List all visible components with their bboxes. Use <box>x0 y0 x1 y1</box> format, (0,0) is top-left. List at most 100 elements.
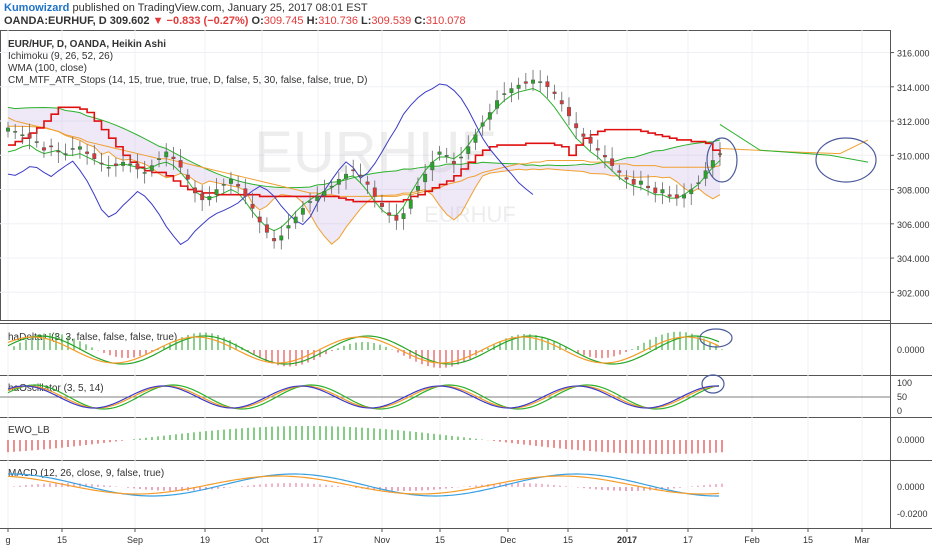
candle-body <box>696 182 701 184</box>
candle-body <box>49 145 54 148</box>
candle-body <box>451 161 456 165</box>
haoscillator-signal <box>7 385 720 409</box>
annotation-circle <box>699 328 733 348</box>
time-axis-label: g <box>5 535 10 545</box>
price-change: ▼ −0.833 (−0.27%) <box>152 15 249 27</box>
candle-body <box>495 100 500 109</box>
candle-body <box>574 123 579 129</box>
candle-body <box>63 153 68 155</box>
author-link[interactable]: Kumowizard <box>4 2 70 14</box>
candle-body <box>480 122 485 127</box>
candle-body <box>423 173 428 183</box>
candle-body <box>387 212 392 216</box>
candle-body <box>415 185 420 191</box>
legend-macd[interactable]: MACD (12, 26, close, 9, false, true) <box>8 468 164 479</box>
candle-body <box>408 199 413 209</box>
annotation-circle <box>706 137 738 183</box>
candle-body <box>293 216 298 224</box>
close-label: C: <box>414 15 426 27</box>
time-axis-label: Feb <box>744 535 760 545</box>
publish-line: Kumowizard published on TradingView.com,… <box>4 2 368 14</box>
candle-body <box>444 155 449 157</box>
high-label: H: <box>306 15 319 27</box>
candle-body <box>631 179 636 185</box>
candle-body <box>214 189 219 195</box>
legend-atr-stops[interactable]: CM_MTF_ATR_Stops (14, 15, true, true, tr… <box>8 75 367 86</box>
candle-body <box>380 203 384 207</box>
candle-body <box>56 150 61 153</box>
candle-body <box>121 161 126 166</box>
time-axis-label: 15 <box>57 535 67 545</box>
watermark-symbol: EURHUF <box>254 120 496 185</box>
annotation-circle <box>701 374 725 394</box>
legend-haoscillator[interactable]: haOscillator (3, 5, 14) <box>8 383 104 394</box>
candle-body <box>20 134 25 137</box>
time-axis-label: Nov <box>374 535 391 545</box>
candle-body <box>638 180 643 185</box>
candle-body <box>710 160 715 168</box>
candle-body <box>531 79 535 84</box>
price-axis-label: 0 <box>897 406 902 416</box>
candle-body <box>660 189 665 194</box>
wma-line <box>7 117 721 197</box>
time-axis-label: Mar <box>854 535 870 545</box>
price-axis[interactable]: 302.000 304.000 306.000 308.000 310.000 312.0… <box>890 49 930 519</box>
candle-body <box>250 203 255 209</box>
candle-body <box>322 191 327 196</box>
legend-wma[interactable]: WMA (100, close) <box>8 63 87 74</box>
candle-body <box>473 134 478 143</box>
period: D <box>98 15 107 27</box>
candle-body <box>228 179 233 184</box>
candle-body <box>92 153 97 159</box>
price-axis-label: 302.000 <box>897 288 930 298</box>
candle-body <box>6 127 10 132</box>
candle-body <box>509 88 514 94</box>
candle-body <box>358 174 363 177</box>
time-axis-label: Dec <box>500 535 517 545</box>
time-axis-label: 17 <box>683 535 693 545</box>
candle-body <box>142 172 147 174</box>
candle-body <box>674 194 679 199</box>
time-axis-label: 19 <box>200 535 210 545</box>
time-axis-label: 15 <box>563 535 573 545</box>
grid <box>0 30 890 528</box>
candle-body <box>171 156 176 159</box>
time-axis-label: 2017 <box>617 535 637 545</box>
candle-body <box>689 189 694 195</box>
candle-body <box>279 235 284 241</box>
time-axis[interactable]: g 15 Sep 19 Oct 17 Nov 15 Dec 15 2017 17 Feb 15 Mar <box>5 528 870 545</box>
candle-body <box>617 170 622 173</box>
candle-body <box>595 148 600 151</box>
candle-body <box>200 193 205 201</box>
candle-body <box>552 91 557 94</box>
symbol[interactable]: OANDA:EURHUF, <box>4 15 96 27</box>
candle-body <box>193 187 197 194</box>
candle-body <box>308 201 313 203</box>
candle-body <box>559 100 564 105</box>
candle-body <box>300 208 305 215</box>
candle-body <box>624 177 629 180</box>
candle-body <box>13 131 18 133</box>
candle-body <box>178 160 183 168</box>
legend-hadelta[interactable]: haDelta+ (3, 3, false, false, false, tru… <box>8 332 177 343</box>
candle-body <box>236 184 241 187</box>
price-axis-label: 314.000 <box>897 83 930 93</box>
candle-body <box>502 93 507 95</box>
legend-ewo[interactable]: EWO_LB <box>8 425 50 436</box>
candle-body <box>164 151 169 158</box>
candle-body <box>42 147 46 151</box>
symbol-line: OANDA:EURHUF, D 309.602 ▼ −0.833 (−0.27%… <box>4 15 466 27</box>
candle-body <box>106 167 111 169</box>
candle-body <box>394 214 399 221</box>
candle-body <box>703 170 708 179</box>
candle-body <box>128 163 133 166</box>
candle-body <box>157 158 161 160</box>
senkou-span-b <box>7 125 721 245</box>
close-value: 310.078 <box>425 15 466 27</box>
candle-body <box>459 156 464 159</box>
legend-ichimoku[interactable]: Ichimoku (9, 26, 52, 26) <box>8 51 113 62</box>
time-axis-label: Sep <box>127 535 143 545</box>
price-axis-label: 306.000 <box>897 220 930 230</box>
time-axis-label: 15 <box>435 535 445 545</box>
